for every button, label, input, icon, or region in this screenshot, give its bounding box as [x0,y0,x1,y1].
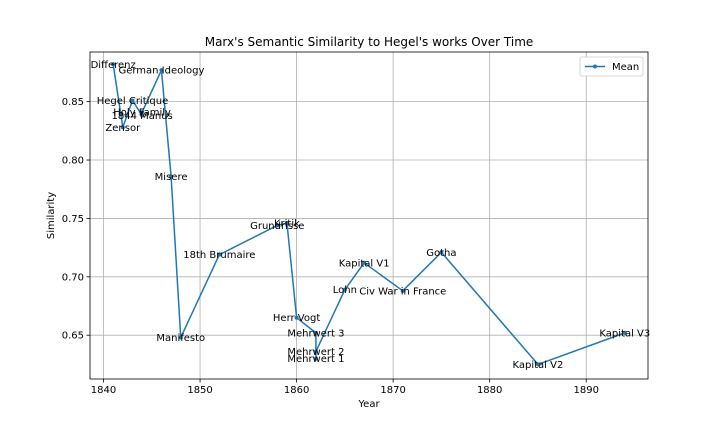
annotation-label: Herr Vogt [273,313,320,324]
x-tick-label: 1890 [573,385,598,396]
x-tick-label: 1850 [187,385,212,396]
x-tick-label: 1870 [380,385,405,396]
chart-title: Marx's Semantic Similarity to Hegel's wo… [205,35,534,49]
annotation-label: Hegel Critique [97,96,169,107]
annotation-label: Kapital V3 [599,328,650,339]
annotation-label: Zensor [105,123,141,134]
annotation-label: Mehrwert 3 [287,328,344,339]
x-tick-label: 1840 [91,385,116,396]
grid [90,52,648,379]
data-point [284,221,289,226]
annotation-label: Civ War in France [359,286,446,297]
y-tick-label: 0.80 [62,156,84,167]
data-point [140,113,145,118]
data-point [169,174,174,179]
data-point [439,250,444,255]
annotation-label: Kapital V2 [513,360,564,371]
data-point [159,68,164,73]
data-point [178,335,183,340]
y-tick-label: 0.85 [62,97,84,108]
legend: Mean [579,56,644,77]
series-line [112,64,626,366]
annotation-label: Misere [155,172,188,183]
data-point [111,62,116,67]
data-point [130,98,135,103]
annotation-label: Gotha [426,248,456,259]
annotation-label: Lohn [333,285,357,296]
annotation-label: Mehrwert 2 [287,347,344,358]
annotation-label: Manifesto [156,333,205,344]
data-point [217,252,222,257]
data-point [535,362,540,367]
data-point [313,330,318,335]
annotation-label: Grundrisse [250,221,304,232]
annotation-label: Kapital V1 [339,258,390,269]
annotation-label: Kritik [274,219,300,230]
y-axis-label: Similarity [46,192,57,239]
data-point [275,223,280,228]
annotation-label: 1844 Manus [111,111,172,122]
data-point [342,287,347,292]
plot-frame [89,51,649,380]
annotation-label: Mehrwert 1 [287,354,344,365]
y-tick-label: 0.70 [62,272,84,283]
annotation-label: Differenz [91,60,136,71]
series-mean [111,62,627,367]
y-tick-label: 0.75 [62,214,84,225]
annotation-label: 18th Brumaire [183,250,255,261]
x-tick-label: 1880 [477,385,502,396]
data-point [362,260,367,265]
legend-point-marker [593,64,597,69]
data-point [622,330,627,335]
x-axis-label: Year [357,399,380,410]
annotation-label: Holy Family [113,108,171,119]
data-point [400,288,405,293]
data-point [294,315,299,320]
legend-box [579,56,644,77]
data-point [313,349,318,354]
annotation-label: German Ideology [118,66,204,77]
y-tick-label: 0.65 [62,331,84,342]
data-point [140,110,145,115]
data-point [120,125,125,130]
axes-ticks: 1840 1850 1860 1870 1880 1890 0.65 0.70 0.75 0.80… [62,97,599,396]
data-point [313,356,318,361]
x-tick-label: 1860 [284,385,309,396]
legend-entry-mean: Mean [612,62,639,73]
